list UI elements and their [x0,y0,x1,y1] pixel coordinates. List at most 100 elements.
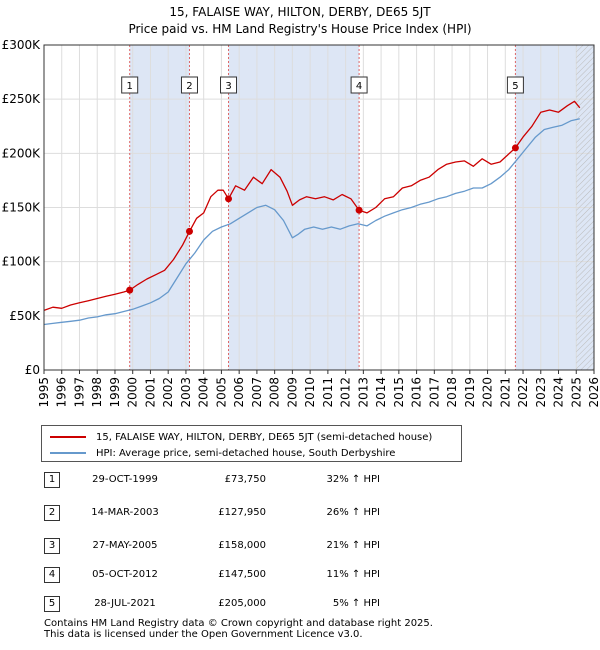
sale-marker-label: 2 [186,81,192,92]
sale-hpi-change: 32% ↑ HPI [326,474,380,485]
x-tick-label: 2020 [481,377,495,408]
sale-marker-badge: 1 [121,76,139,94]
x-tick-label: 2009 [285,377,299,408]
x-tick-label: 2005 [214,377,228,408]
sale-date: 27-MAY-2005 [92,540,158,551]
x-tick-label: 2010 [303,377,317,408]
series-line-hpi [43,118,580,326]
legend-label-property: 15, FALAISE WAY, HILTON, DERBY, DE65 5JT… [96,431,433,443]
sale-marker-badge: 3 [220,76,238,94]
sale-price: £127,950 [218,507,266,518]
y-tick-label: £300K [2,38,42,52]
chart-title-line2: Price paid vs. HM Land Registry's House … [128,22,472,36]
price-chart: 1 2 3 4 5 £0 £50K £100K £150K £200K £250K £300K 199… [2,38,600,408]
x-tick-label: 1997 [72,377,86,408]
sale-hpi-change: 11% ↑ HPI [326,569,380,580]
future-hatched-region [576,45,594,370]
sale-marker-box [506,76,524,94]
legend-item-hpi: HPI: Average price, semi-detached house,… [50,446,395,460]
legend-swatch-hpi [50,452,86,454]
sale-marker-label: 4 [356,81,362,92]
x-tick-label: 2008 [268,377,282,408]
sale-price: £73,750 [224,474,266,485]
x-tick-label: 2023 [534,377,548,408]
sale-number: 3 [44,538,60,554]
plot-frame [43,44,595,371]
x-tick-label: 2001 [143,377,157,408]
sale-marker-box [220,76,238,94]
x-tick-label: 2015 [392,377,406,408]
legend-swatch-property [50,436,86,438]
sale-date: 14-MAR-2003 [91,507,159,518]
x-tick-label: 2006 [232,377,246,408]
table-row: 5 28-JUL-2021 £205,000 5% ↑ HPI [44,596,444,612]
sale-marker-box [121,76,139,94]
x-tick-label: 1999 [108,377,122,408]
x-tick-label: 1995 [37,377,51,408]
y-tick-label: £200K [2,146,42,160]
x-tick-label: 2000 [126,377,140,408]
series-line-property [43,100,581,312]
y-tick-label: £50K [9,309,41,323]
x-tick-label: 2019 [463,377,477,408]
sale-date: 28-JUL-2021 [94,598,156,609]
sale-hpi-change: 21% ↑ HPI [326,540,380,551]
sale-marker-badge: 2 [180,76,198,94]
sale-point [185,227,193,235]
x-tick-label: 2012 [339,377,353,408]
footer-licence: This data is licensed under the Open Gov… [44,629,363,640]
sale-price: £205,000 [218,598,266,609]
sale-date: 05-OCT-2012 [92,569,158,580]
sale-marker-badge: 4 [350,76,368,94]
sale-marker-label: 5 [512,81,518,92]
legend-label-hpi: HPI: Average price, semi-detached house,… [96,447,396,459]
x-tick-label: 2002 [161,377,175,408]
x-tick-label: 2004 [197,377,211,408]
x-tick-label: 2021 [498,377,512,408]
x-tick-label: 2017 [427,377,441,408]
sale-number: 1 [44,472,60,488]
sale-number: 4 [44,567,60,583]
x-tick-label: 2007 [250,377,264,408]
chart-title: 15, FALAISE WAY, HILTON, DERBY, DE65 5JT… [0,4,600,38]
x-tick-label: 2016 [410,377,424,408]
sale-price: £147,500 [218,569,266,580]
sale-hpi-change: 26% ↑ HPI [326,507,380,518]
sale-point [126,286,134,294]
table-row: 2 14-MAR-2003 £127,950 26% ↑ HPI [44,505,444,521]
y-tick-label: £150K [2,201,42,215]
sale-point [511,144,519,152]
sale-marker-box [180,76,198,94]
x-tick-label: 2022 [516,377,530,408]
x-tick-label: 2018 [445,377,459,408]
x-tick-label: 1996 [55,377,69,408]
x-tick-label: 2025 [569,377,583,408]
sale-price: £158,000 [218,540,266,551]
sale-point [225,195,233,203]
footer: Contains HM Land Registry data © Crown c… [44,618,433,640]
x-tick-label: 2013 [356,377,370,408]
sale-point [355,206,363,214]
sale-hpi-change: 5% ↑ HPI [332,598,380,609]
table-row: 3 27-MAY-2005 £158,000 21% ↑ HPI [44,538,444,554]
x-tick-label: 2024 [552,377,566,408]
x-tick-label: 2011 [321,377,335,408]
sale-number: 2 [44,505,60,521]
y-tick-label: £250K [2,92,42,106]
x-tick-label: 2003 [179,377,193,408]
table-row: 1 29-OCT-1999 £73,750 32% ↑ HPI [44,472,444,488]
footer-copyright: Contains HM Land Registry data © Crown c… [44,618,433,629]
sale-date: 29-OCT-1999 [92,474,158,485]
x-tick-label: 1998 [90,377,104,408]
sale-marker-label: 3 [225,81,231,92]
y-tick-label: £100K [2,255,42,269]
sale-marker-badge: 5 [506,76,524,94]
table-row: 4 05-OCT-2012 £147,500 11% ↑ HPI [44,567,444,583]
sale-number: 5 [44,596,60,612]
sale-marker-box [350,76,368,94]
chart-title-line1: 15, FALAISE WAY, HILTON, DERBY, DE65 5JT [169,5,431,19]
sale-marker-label: 1 [127,81,133,92]
x-tick-label: 2026 [587,377,600,408]
y-tick-label: £0 [25,363,40,377]
legend: 15, FALAISE WAY, HILTON, DERBY, DE65 5JT… [41,425,462,462]
